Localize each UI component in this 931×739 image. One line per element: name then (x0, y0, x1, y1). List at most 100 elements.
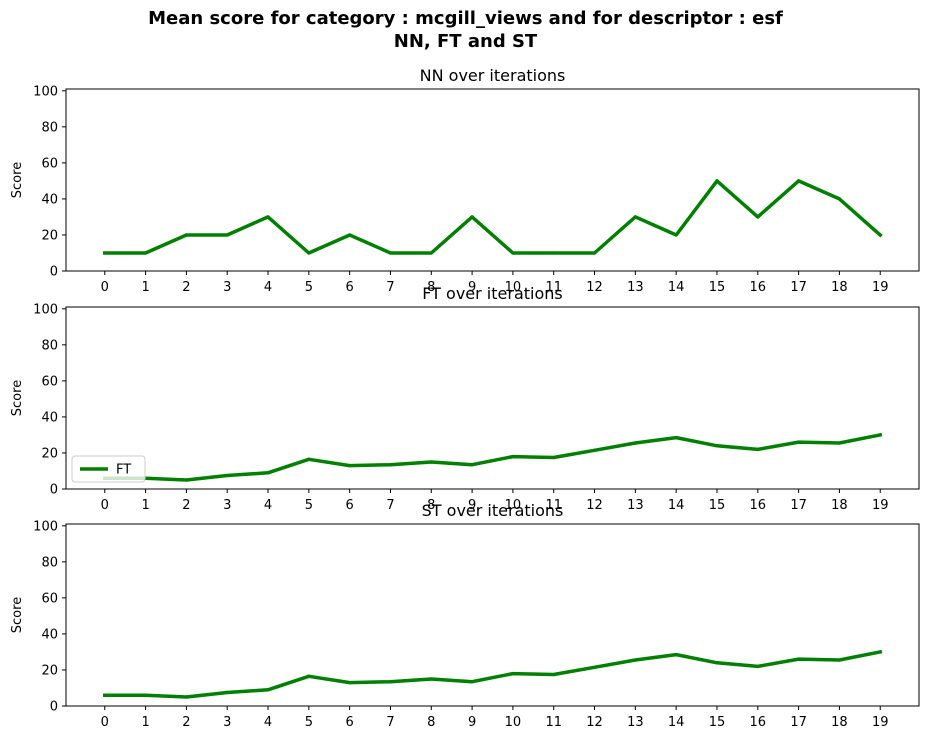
chart3-data-point (470, 680, 474, 684)
chart3-xtick-label: 17 (790, 715, 807, 730)
chart1-xtick-label: 10 (505, 280, 522, 295)
chart2-data-point (388, 463, 393, 467)
chart1-xtick-label: 18 (831, 280, 848, 295)
chart2-axes-frame (65, 306, 920, 490)
chart1-xtick-label: 4 (264, 280, 272, 295)
chart1-xtick-label: 12 (586, 280, 603, 295)
chart1-xtick-label: 1 (141, 280, 149, 295)
chart1-data-point (797, 179, 801, 183)
chart1-xtick-label: 19 (872, 280, 889, 295)
chart2-ytick-label: 60 (41, 374, 58, 389)
chart3-xtick-label: 10 (505, 715, 522, 730)
chart1-xtick-label: 15 (709, 280, 726, 295)
chart2-data-point (797, 440, 801, 444)
chart3-xtick-label: 3 (223, 715, 231, 730)
chart2-legend-label: FT (116, 463, 131, 478)
chart1-data-point (388, 251, 393, 255)
chart3-xtick-label: 0 (101, 715, 109, 730)
chart3-xtick-label: 8 (427, 715, 435, 730)
chart1-data-point (552, 251, 556, 255)
chart1-xtick-label: 2 (182, 280, 190, 295)
chart3-xtick-label: 1 (141, 715, 149, 730)
chart1-data-point (348, 233, 352, 237)
chart1-ytick-label: 0 (50, 265, 58, 280)
chart3-data-point (715, 661, 719, 665)
chart1-xtick-label: 11 (545, 280, 562, 295)
chart2-xtick-label: 13 (627, 498, 644, 513)
chart1-data-point (307, 251, 311, 255)
chart1-data-point (470, 215, 474, 219)
chart2-data-point (552, 455, 556, 460)
chart3-xtick-label: 9 (468, 715, 476, 730)
chart1-axes-frame (65, 88, 920, 272)
chart2-data-point (266, 471, 270, 475)
chart3-xtick-label: 7 (386, 715, 394, 730)
chart2-data-point (756, 447, 760, 451)
chart3-ytick-label: 0 (50, 700, 58, 715)
chart3-ylabel: Score (10, 597, 25, 633)
chart1-xtick-label: 7 (386, 280, 394, 295)
chart1-data-point (184, 233, 188, 237)
chart1-data-point (837, 197, 842, 201)
chart2-xtick-label: 4 (264, 498, 272, 513)
chart2-xtick-label: 1 (141, 498, 149, 513)
chart3-xtick-label: 19 (872, 715, 889, 730)
chart1-xtick-label: 17 (790, 280, 807, 295)
chart2-ytick-label: 40 (41, 410, 58, 425)
chart1-xtick-label: 16 (750, 280, 767, 295)
chart3-data-point (592, 665, 597, 669)
chart2-data-point (307, 457, 311, 461)
chart1-xtick-label: 9 (468, 280, 476, 295)
chart2-xtick-label: 14 (668, 498, 685, 513)
chart2-data-point (633, 441, 637, 445)
chart2-ytick-label: 80 (41, 338, 58, 353)
chart3-xtick-label: 16 (750, 715, 767, 730)
chart1-ytick-label: 20 (41, 228, 58, 243)
chart1-xtick-label: 6 (346, 280, 354, 295)
chart2-xtick-label: 5 (305, 498, 313, 513)
figure-title-line1: Mean score for category : mcgill_views a… (148, 8, 783, 29)
chart2-ytick-label: 0 (50, 483, 58, 498)
chart3-data-point (756, 664, 760, 668)
chart3-xtick-label: 11 (545, 715, 562, 730)
chart3-data-point (184, 695, 188, 699)
chart3-data-point (103, 693, 107, 697)
chart3-xtick-label: 12 (586, 715, 603, 730)
chart2-xtick-label: 16 (750, 498, 767, 513)
chart3-xtick-label: 2 (182, 715, 190, 730)
chart2-data-point (184, 478, 188, 482)
chart2-title: FT over iterations (422, 284, 562, 303)
chart2-data-point (225, 473, 229, 478)
chart3-data-point (552, 672, 556, 677)
chart2-ytick-label: 20 (41, 446, 58, 461)
chart3-ytick-label: 60 (41, 591, 58, 606)
chart2-data-point (837, 441, 842, 445)
chart1-data-point (103, 251, 107, 255)
chart1-xtick-label: 8 (427, 280, 435, 295)
chart2-data-point (674, 436, 678, 440)
chart3-xtick-label: 18 (831, 715, 848, 730)
chart3-data-point (674, 653, 678, 657)
chart2-data-point (592, 448, 597, 452)
chart3-data-point (797, 657, 801, 661)
chart2-xtick-label: 3 (223, 498, 231, 513)
chart2-ylabel: Score (10, 380, 25, 416)
chart3-data-point (429, 677, 433, 681)
chart3-data-point (225, 690, 229, 695)
chart2-data-point (715, 444, 719, 448)
chart2-data-point (878, 433, 882, 437)
chart1-xtick-label: 0 (101, 280, 109, 295)
chart2-xtick-label: 11 (545, 498, 562, 513)
chart3-title: ST over iterations (422, 501, 564, 520)
chart1-xtick-label: 13 (627, 280, 644, 295)
chart1-ytick-label: 60 (41, 156, 58, 171)
chart1-ytick-label: 40 (41, 192, 58, 207)
chart2-data-point (429, 460, 433, 464)
chart1-series-line (103, 179, 883, 255)
chart2-xtick-label: 7 (386, 498, 394, 513)
chart1-ytick-label: 80 (41, 120, 58, 135)
chart1-data-point (143, 251, 148, 255)
chart3-data-point (143, 693, 148, 697)
